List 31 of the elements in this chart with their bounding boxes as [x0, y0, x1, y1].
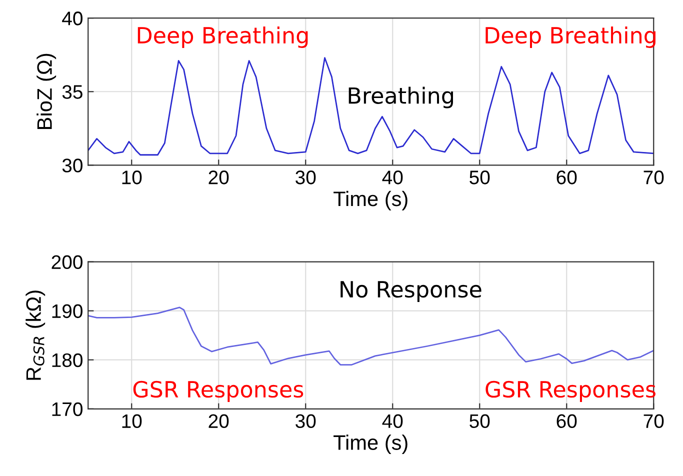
x-tick-label: 40	[382, 170, 403, 184]
x-tick-label: 50	[470, 414, 490, 428]
x-tick-label: 60	[556, 170, 577, 184]
x-tick-label: 70	[644, 414, 664, 428]
x-tick-label: 10	[122, 414, 142, 428]
y-tick-label: 200	[52, 255, 82, 270]
annotation: GSR Responses	[133, 380, 304, 402]
x-tick-label: 20	[208, 170, 229, 184]
y-axis-title: R$_{GSR}$ (kΩ)	[26, 290, 46, 380]
x-tick-label: 50	[470, 170, 490, 184]
y-axis-title: BioZ (Ω)	[36, 54, 56, 129]
x-axis-title: Time (s)	[334, 434, 408, 454]
x-tick-label: 40	[382, 414, 403, 428]
y-tick-label: 180	[52, 353, 82, 368]
y-tick-label: 30	[62, 158, 82, 172]
y-tick-label: 35	[62, 85, 82, 99]
annotation: No Response	[340, 281, 482, 302]
y-tick-label: 190	[52, 304, 82, 318]
annotation: Deep Breathing	[138, 26, 308, 48]
x-tick-label: 30	[296, 414, 316, 428]
line-series	[88, 306, 654, 366]
x-tick-label: 10	[122, 170, 142, 184]
y-tick-label: 170	[52, 402, 82, 416]
annotation: Breathing	[348, 86, 453, 108]
x-tick-label: 60	[556, 414, 577, 428]
x-axis-title: Time (s)	[334, 190, 408, 210]
x-tick-label: 70	[644, 170, 664, 184]
y-tick-label: 40	[62, 12, 82, 26]
x-tick-label: 20	[208, 414, 229, 428]
x-tick-label: 30	[296, 170, 316, 184]
line-series	[88, 57, 654, 156]
